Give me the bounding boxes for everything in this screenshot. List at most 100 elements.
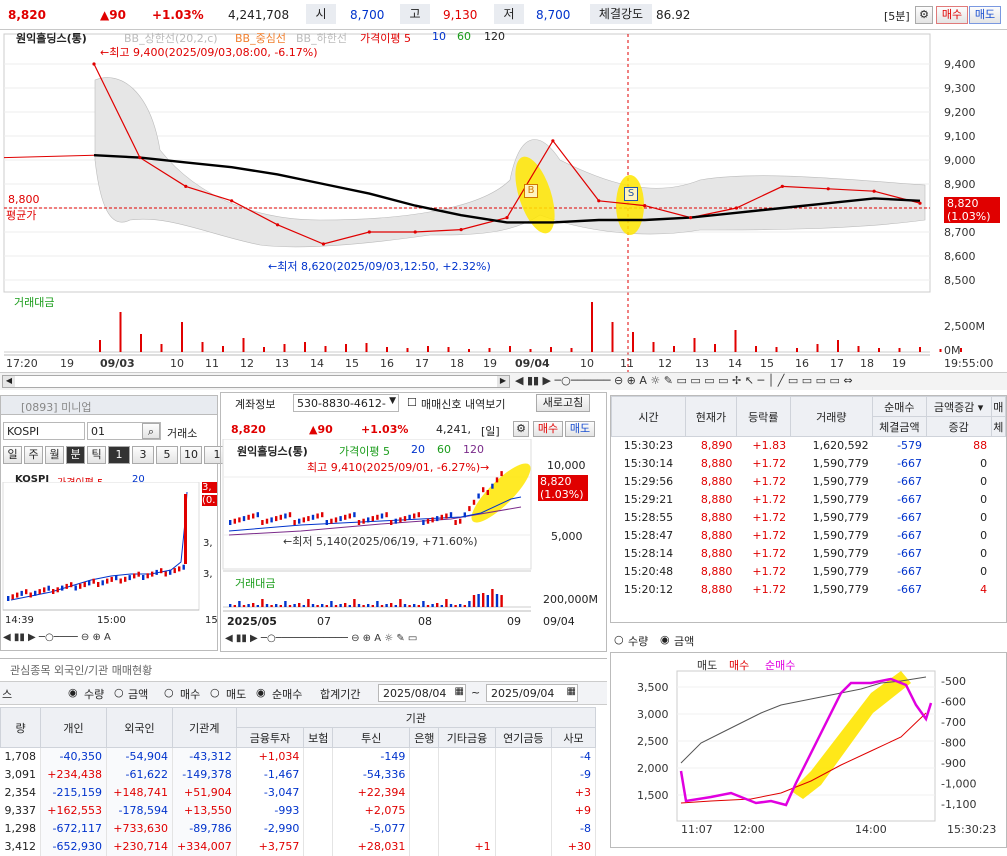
mini-candle — [173, 568, 176, 574]
date-from[interactable]: 2025/08/04 ▦ — [378, 684, 466, 702]
period-button[interactable]: 3 — [132, 446, 154, 464]
investor-row[interactable]: 1,708 -40,350 -54,904 -43,312 +1,034 -149 -4 — [0, 747, 596, 766]
daily-price-chart[interactable] — [221, 439, 606, 629]
mid-volume-bar — [477, 594, 480, 607]
volume-bar — [857, 346, 860, 352]
radio-sell[interactable]: ○ — [210, 686, 220, 699]
radio-qty[interactable]: ○ — [614, 633, 624, 646]
scroll-right-icon[interactable]: ▶ — [497, 376, 509, 387]
x-tick-label: 16 — [795, 357, 809, 370]
mini-candle — [34, 590, 37, 596]
chart-scrollbar[interactable]: ◀ ▶ — [2, 375, 510, 388]
radio-qty2[interactable]: ◉ — [68, 686, 78, 699]
volume-bar — [242, 338, 245, 352]
date-to[interactable]: 2025/09/04 ▦ — [486, 684, 578, 702]
mid-settings-gear-icon[interactable]: ⚙ — [513, 421, 529, 437]
period-label2: 합계기간 — [320, 688, 361, 701]
mid-volume-bar — [261, 599, 264, 607]
data-point — [138, 156, 142, 160]
index-input[interactable]: KOSPI — [3, 422, 85, 440]
tick-row[interactable]: 15:30:14 8,880 +1.72 1,590,779 -667 0 — [623, 457, 988, 470]
right-y-tick: -900 — [941, 757, 966, 770]
period-button[interactable]: 5 — [156, 446, 178, 464]
investor-row[interactable]: 9,337 +162,553 -178,594 +13,550 -993 +2,075 +9 — [0, 801, 596, 820]
settings-gear-icon[interactable]: ⚙ — [915, 6, 933, 24]
mini-x2: 15:00 — [97, 615, 126, 626]
scroll-left-icon[interactable]: ◀ — [3, 376, 15, 387]
mid-toolbar-icons[interactable]: ◀ ▮▮ ▶ ─○──────────── ⊖ ⊕ A ☼ ✎ ▭ — [225, 633, 418, 644]
volume-bar — [509, 346, 511, 352]
mid-volume-bar — [242, 605, 246, 607]
mid-candle — [252, 513, 255, 519]
tick-row[interactable]: 15:29:56 8,880 +1.72 1,590,779 -667 0 — [623, 475, 988, 488]
mid-volume-bar — [316, 605, 319, 607]
period-button[interactable]: 분 — [66, 446, 85, 464]
net-buy-chart[interactable]: 3,500 3,000 2,500 2,000 1,500 -500 -600 -700 -80… — [611, 653, 1006, 847]
y-tick-label: 9,400 — [944, 58, 976, 71]
x-tick-label: 10 — [170, 357, 184, 370]
mid-volume-bar — [408, 605, 411, 607]
left-y-tick: 2,000 — [637, 762, 669, 775]
tick-row[interactable]: 15:20:12 8,880 +1.72 1,590,779 -667 4 — [623, 583, 988, 596]
tick-row[interactable]: 15:28:55 8,880 +1.72 1,590,779 -667 0 — [623, 511, 988, 524]
daily-chart-panel: 계좌정보 530-8830-4612- ▼ ☐ 매매신호 내역보기 새로고침 8,… — [220, 392, 607, 652]
mid-volume-bar — [256, 605, 259, 607]
col-change: 증감 — [925, 416, 992, 437]
chart-nav-icons[interactable]: ◀ ▮▮ ▶ ─○────── ⊖ ⊕ A ☼ ✎ ▭ ▭ ▭ ▭ ✢ ↖ ─ … — [515, 374, 853, 387]
account-select[interactable]: 530-8830-4612- ▼ — [293, 394, 399, 412]
tick-row[interactable]: 15:30:23 8,890 +1.83 1,620,592 -579 88 — [623, 439, 988, 453]
mini-toolbar-icons[interactable]: ◀ ▮▮ ▶ ─○──── ⊖ ⊕ A — [3, 632, 111, 643]
mid-volume-bar — [357, 604, 361, 607]
radio-buy[interactable]: ○ — [164, 686, 174, 699]
data-point — [413, 230, 417, 234]
sell-button[interactable]: 매도 — [969, 6, 1001, 24]
investor-row[interactable]: 1,298 -672,117 +733,630 -89,786 -2,990 -5,077… — [0, 819, 596, 838]
mid-pct: +1.03% — [361, 423, 409, 436]
period-button[interactable]: 1 — [108, 446, 130, 464]
mid-volume-bar — [495, 594, 499, 607]
tick-row[interactable]: 15:28:14 8,880 +1.72 1,590,779 -667 0 — [623, 547, 988, 560]
period-button[interactable]: 10 — [180, 446, 202, 464]
tick-row[interactable]: 15:28:47 8,880 +1.72 1,590,779 -667 0 — [623, 529, 988, 542]
calendar-icon[interactable]: ▦ — [454, 686, 464, 697]
net-highlight — [791, 671, 911, 799]
search-icon[interactable]: ⌕ — [142, 423, 160, 439]
inv-col: 사모 — [551, 727, 596, 748]
x-tick-label: 10 — [580, 357, 594, 370]
mini-panel-header: [0893] 미니업 — [1, 396, 217, 415]
tick-row[interactable]: 15:20:48 8,880 +1.72 1,590,779 -667 0 — [623, 565, 988, 578]
avg-price-value: 8,800 — [8, 193, 40, 206]
period-button[interactable]: 틱 — [87, 446, 106, 464]
x-tick-label: 14 — [310, 357, 324, 370]
mid-candle — [229, 520, 232, 525]
mini-index-chart[interactable] — [1, 482, 217, 612]
period-button[interactable]: 주 — [24, 446, 43, 464]
investor-row[interactable]: 3,412 -652,930 +230,714 +334,007 +3,757 +28,0… — [0, 837, 596, 856]
mid-sell-button[interactable]: 매도 — [565, 421, 595, 437]
buy-button[interactable]: 매수 — [936, 6, 968, 24]
calendar-icon-2[interactable]: ▦ — [566, 686, 576, 697]
volume-bar — [468, 349, 470, 352]
col-amount-change[interactable]: 금액증감 ▾ — [925, 396, 992, 417]
signal-checkbox[interactable]: ☐ — [407, 396, 417, 409]
refresh-button[interactable]: 새로고침 — [536, 394, 590, 412]
tick-row[interactable]: 15:29:21 8,880 +1.72 1,590,779 -667 0 — [623, 493, 988, 506]
main-price-chart[interactable]: 9,400 9,300 9,200 9,100 9,000 8,900 8,800 8,700… — [0, 30, 1007, 390]
period-button[interactable]: 일 — [3, 446, 22, 464]
radio-amt2[interactable]: ○ — [114, 686, 124, 699]
radio-amt[interactable]: ◉ — [660, 633, 670, 646]
tab-investor[interactable]: 관심종목 외국인/기관 매매현황 — [10, 664, 153, 677]
mini-candle — [151, 571, 154, 577]
investor-row[interactable]: 3,091 +234,438 -61,622 -149,378 -1,467 -54,33… — [0, 765, 596, 784]
mid-buy-button[interactable]: 매수 — [533, 421, 563, 437]
mid-period[interactable]: [일] — [481, 425, 500, 438]
period-button[interactable]: 월 — [45, 446, 64, 464]
investor-row[interactable]: 2,354 -215,159 +148,741 +51,904 -3,047 +22,39… — [0, 783, 596, 802]
radio-net[interactable]: ◉ — [256, 686, 266, 699]
data-point — [459, 228, 463, 232]
mini-candle — [20, 590, 23, 596]
mini-candle — [61, 585, 64, 591]
mid-volume-bar — [371, 605, 374, 607]
data-point — [505, 216, 509, 220]
period-label[interactable]: [5분] — [884, 10, 910, 23]
